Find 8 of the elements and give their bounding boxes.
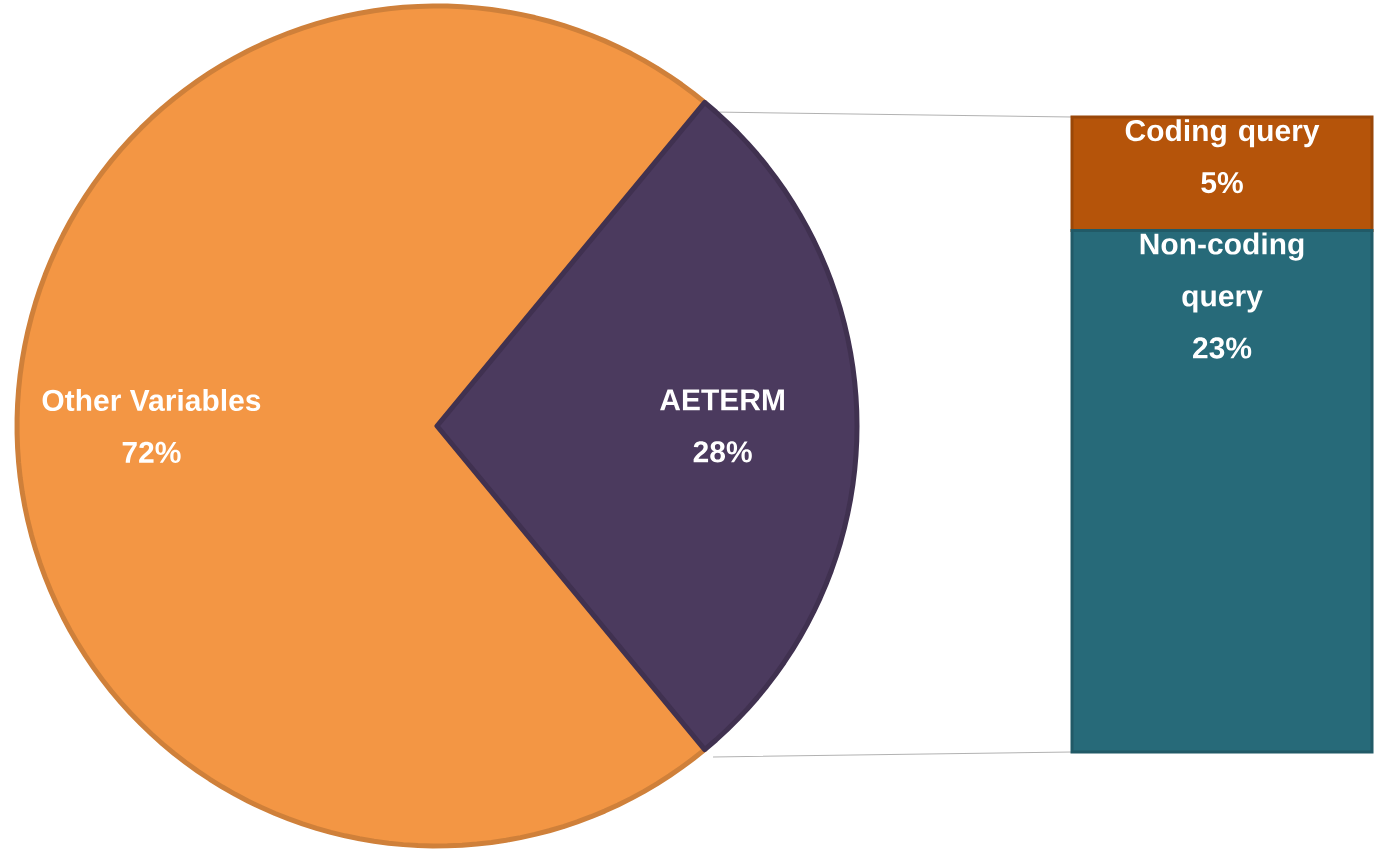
slice-label: Other Variables [42, 389, 261, 412]
data-label: 5% [1201, 172, 1243, 194]
data-label: 23% [1193, 337, 1252, 359]
series-label: Coding query [1125, 119, 1320, 148]
slice-label: AETERM [660, 389, 784, 411]
data-label: 72% [122, 441, 181, 463]
data-label: 28% [693, 441, 752, 463]
series-label: Non-coding query [1140, 232, 1304, 313]
